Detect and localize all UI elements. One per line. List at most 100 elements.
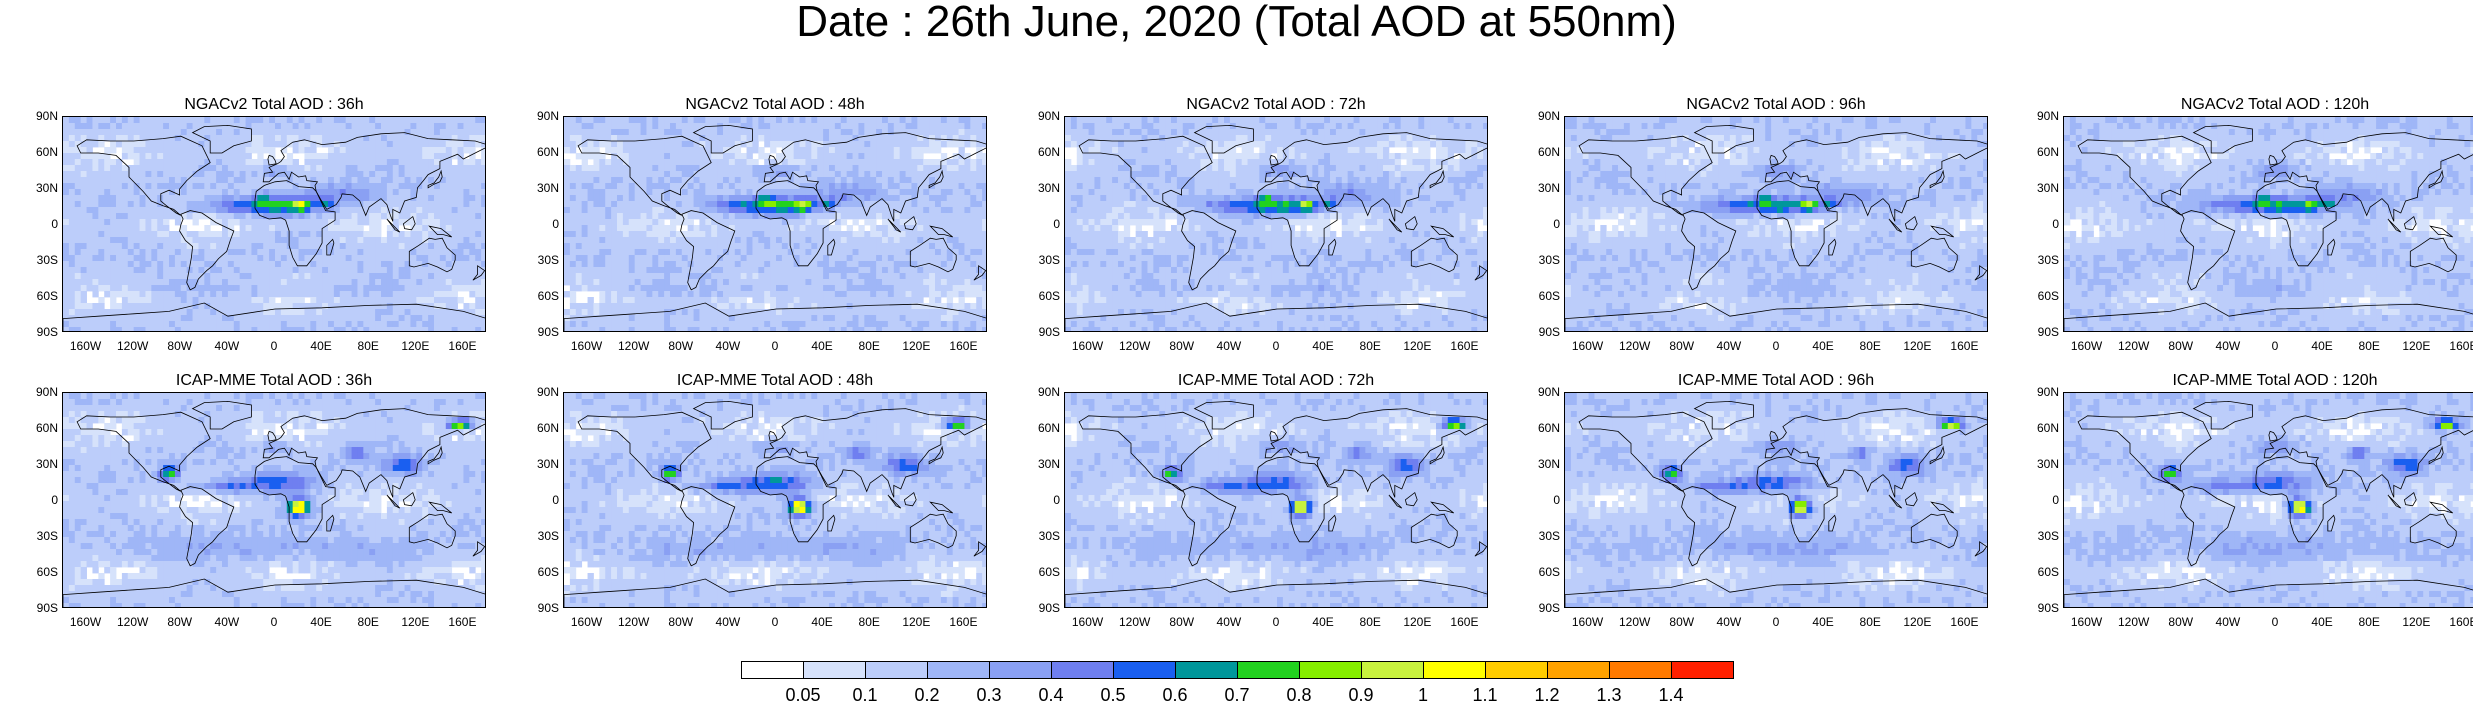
latitude-tick-label: 90N bbox=[1536, 110, 1560, 122]
latitude-tick-label: 60S bbox=[535, 566, 559, 578]
longitude-tick-label: 40W bbox=[708, 340, 748, 352]
longitude-tick-label: 40W bbox=[708, 616, 748, 628]
longitude-tick-label: 160E bbox=[943, 616, 983, 628]
latitude-tick-label: 90S bbox=[34, 326, 58, 338]
longitude-tick-label: 120W bbox=[1615, 616, 1655, 628]
longitude-tick-label: 80W bbox=[1662, 340, 1702, 352]
latitude-tick-label: 30N bbox=[2035, 182, 2059, 194]
latitude-tick-label: 0 bbox=[1536, 494, 1560, 506]
latitude-tick-label: 60S bbox=[2035, 290, 2059, 302]
longitude-tick-label: 80E bbox=[2349, 616, 2389, 628]
longitude-tick-label: 160E bbox=[1444, 340, 1484, 352]
latitude-tick-label: 90N bbox=[2035, 110, 2059, 122]
panel-title: NGACv2 Total AOD : 36h bbox=[62, 96, 486, 114]
colorbar-swatch bbox=[1423, 661, 1486, 679]
longitude-tick-label: 0 bbox=[755, 616, 795, 628]
aod-map bbox=[1064, 392, 1488, 608]
longitude-tick-label: 160W bbox=[66, 616, 106, 628]
latitude-tick-label: 90S bbox=[1536, 602, 1560, 614]
longitude-tick-label: 120E bbox=[1397, 340, 1437, 352]
latitude-tick-label: 90N bbox=[2035, 386, 2059, 398]
colorbar-swatch bbox=[927, 661, 990, 679]
longitude-tick-label: 40W bbox=[1209, 616, 1249, 628]
longitude-tick-label: 120E bbox=[1397, 616, 1437, 628]
longitude-tick-label: 80W bbox=[661, 340, 701, 352]
longitude-tick-label: 160E bbox=[943, 340, 983, 352]
latitude-tick-label: 60N bbox=[1036, 422, 1060, 434]
longitude-tick-label: 40W bbox=[207, 616, 247, 628]
longitude-tick-label: 40E bbox=[2302, 340, 2342, 352]
longitude-tick-label: 40E bbox=[1303, 616, 1343, 628]
longitude-tick-label: 160W bbox=[2067, 616, 2107, 628]
longitude-tick-label: 40E bbox=[1803, 616, 1843, 628]
longitude-tick-label: 80E bbox=[1350, 340, 1390, 352]
latitude-tick-label: 60S bbox=[1036, 290, 1060, 302]
longitude-tick-label: 40E bbox=[2302, 616, 2342, 628]
colorbar-swatch bbox=[1485, 661, 1548, 679]
latitude-tick-label: 0 bbox=[535, 494, 559, 506]
longitude-tick-label: 80W bbox=[2161, 340, 2201, 352]
latitude-tick-label: 60N bbox=[1536, 146, 1560, 158]
latitude-tick-label: 60S bbox=[1536, 566, 1560, 578]
longitude-tick-label: 80W bbox=[160, 340, 200, 352]
colorbar-label: 0.5 bbox=[1088, 686, 1138, 704]
longitude-tick-label: 40W bbox=[1209, 340, 1249, 352]
longitude-tick-label: 120E bbox=[395, 340, 435, 352]
longitude-tick-label: 160W bbox=[2067, 340, 2107, 352]
latitude-tick-label: 30N bbox=[535, 182, 559, 194]
latitude-tick-label: 60N bbox=[2035, 146, 2059, 158]
longitude-tick-label: 80W bbox=[1662, 616, 1702, 628]
latitude-tick-label: 30S bbox=[535, 530, 559, 542]
latitude-tick-label: 60N bbox=[535, 422, 559, 434]
longitude-tick-label: 0 bbox=[755, 340, 795, 352]
aod-map bbox=[62, 116, 486, 332]
longitude-tick-label: 160W bbox=[66, 340, 106, 352]
longitude-tick-label: 0 bbox=[2255, 340, 2295, 352]
colorbar-swatch bbox=[989, 661, 1052, 679]
latitude-tick-label: 60S bbox=[1536, 290, 1560, 302]
latitude-tick-label: 30S bbox=[2035, 530, 2059, 542]
latitude-tick-label: 0 bbox=[535, 218, 559, 230]
latitude-tick-label: 60N bbox=[1536, 422, 1560, 434]
longitude-tick-label: 40W bbox=[2208, 616, 2248, 628]
aod-field bbox=[1065, 117, 1488, 332]
longitude-tick-label: 160W bbox=[567, 340, 607, 352]
colorbar-swatch bbox=[1051, 661, 1114, 679]
longitude-tick-label: 80W bbox=[1162, 616, 1202, 628]
latitude-tick-label: 60N bbox=[2035, 422, 2059, 434]
latitude-tick-label: 30N bbox=[1036, 182, 1060, 194]
colorbar-label: 0.6 bbox=[1150, 686, 1200, 704]
latitude-tick-label: 90S bbox=[1036, 326, 1060, 338]
latitude-tick-label: 30S bbox=[1036, 254, 1060, 266]
longitude-tick-label: 120W bbox=[614, 340, 654, 352]
latitude-tick-label: 90N bbox=[535, 386, 559, 398]
panel-title: NGACv2 Total AOD : 120h bbox=[2063, 96, 2473, 114]
latitude-tick-label: 30N bbox=[1536, 458, 1560, 470]
latitude-tick-label: 30N bbox=[1536, 182, 1560, 194]
longitude-tick-label: 120W bbox=[113, 340, 153, 352]
colorbar-swatch bbox=[1299, 661, 1362, 679]
longitude-tick-label: 120W bbox=[2114, 616, 2154, 628]
longitude-tick-label: 160E bbox=[442, 616, 482, 628]
longitude-tick-label: 40W bbox=[2208, 340, 2248, 352]
aod-field bbox=[1065, 393, 1488, 608]
colorbar-label: 1 bbox=[1398, 686, 1448, 704]
aod-field bbox=[63, 117, 486, 332]
latitude-tick-label: 90S bbox=[535, 602, 559, 614]
colorbar-swatch bbox=[1361, 661, 1424, 679]
longitude-tick-label: 0 bbox=[254, 340, 294, 352]
latitude-tick-label: 90S bbox=[2035, 326, 2059, 338]
aod-map bbox=[1564, 392, 1988, 608]
colorbar-swatch bbox=[1113, 661, 1176, 679]
longitude-tick-label: 80W bbox=[661, 616, 701, 628]
longitude-tick-label: 160E bbox=[1944, 340, 1984, 352]
longitude-tick-label: 0 bbox=[2255, 616, 2295, 628]
longitude-tick-label: 40W bbox=[207, 340, 247, 352]
colorbar-label: 0.8 bbox=[1274, 686, 1324, 704]
latitude-tick-label: 90N bbox=[1036, 386, 1060, 398]
